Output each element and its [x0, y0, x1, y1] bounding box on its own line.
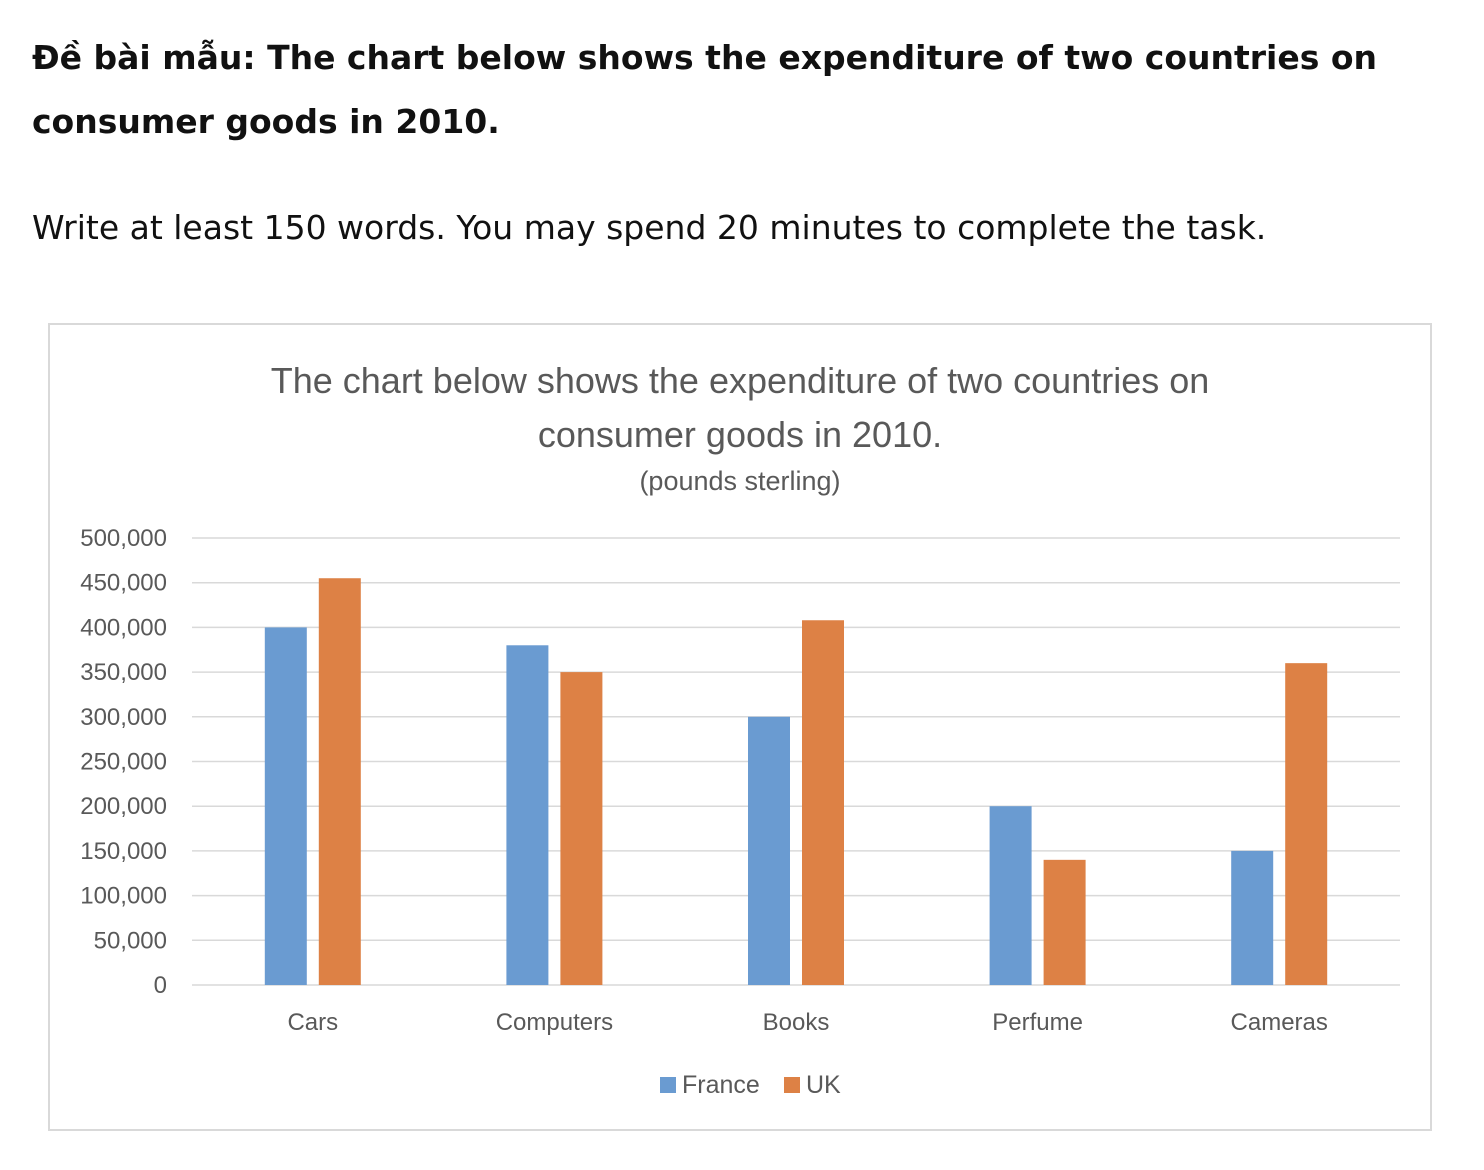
y-tick-label: 150,000 — [80, 838, 167, 865]
y-axis-tick-labels: 0 50,000 100,000 150,000 200,000 250,000 300,0… — [80, 525, 167, 999]
bar-france-books — [748, 716, 790, 985]
x-category-label: Books — [763, 1009, 830, 1036]
legend-swatch-uk — [784, 1077, 800, 1093]
bar-france-cameras — [1231, 850, 1274, 985]
y-tick-label: 350,000 — [80, 659, 167, 686]
chart-title-line-1: The chart below shows the expenditure of… — [271, 360, 1210, 401]
bar-uk-cameras — [1285, 663, 1328, 985]
y-tick-label: 100,000 — [80, 883, 167, 910]
chart-subtitle: (pounds sterling) — [639, 466, 840, 496]
bars — [264, 578, 1328, 985]
bar-uk-computers — [560, 672, 603, 985]
legend-swatch-france — [660, 1077, 676, 1093]
y-tick-label: 50,000 — [94, 927, 167, 954]
heading-text: The chart below shows the expenditure of… — [32, 38, 1378, 141]
y-tick-label: 200,000 — [80, 793, 167, 820]
x-category-label: Computers — [496, 1009, 613, 1036]
bar-uk-cars — [318, 578, 361, 985]
legend-label-uk: UK — [806, 1071, 841, 1099]
x-axis-category-labels: Cars Computers Books Perfume Cameras — [287, 1009, 1327, 1036]
y-tick-label: 250,000 — [80, 749, 167, 776]
task-heading: Đề bài mẫu: The chart below shows the ex… — [32, 26, 1432, 154]
y-tick-label: 0 — [154, 972, 167, 999]
legend-label-france: France — [682, 1071, 760, 1099]
y-tick-label: 450,000 — [80, 570, 167, 597]
bar-france-computers — [506, 645, 549, 985]
y-tick-label: 400,000 — [80, 614, 167, 641]
x-category-label: Perfume — [992, 1009, 1083, 1036]
heading-prefix: Đề bài mẫu: — [32, 38, 256, 77]
x-category-label: Cars — [287, 1009, 338, 1036]
gridlines — [192, 537, 1400, 986]
bar-chart: The chart below shows the expenditure of… — [80, 360, 1400, 1099]
bar-uk-books — [802, 620, 844, 985]
bar-france-perfume — [989, 806, 1032, 985]
x-category-label: Cameras — [1231, 1009, 1328, 1036]
y-tick-label: 300,000 — [80, 704, 167, 731]
chart-title-line-2: consumer goods in 2010. — [538, 414, 942, 455]
chart-frame: The chart below shows the expenditure of… — [48, 323, 1432, 1131]
task-instruction: Write at least 150 words. You may spend … — [32, 208, 1267, 247]
legend: France UK — [660, 1071, 841, 1099]
y-tick-label: 500,000 — [80, 525, 167, 552]
bar-uk-perfume — [1043, 859, 1086, 985]
bar-france-cars — [264, 627, 307, 985]
